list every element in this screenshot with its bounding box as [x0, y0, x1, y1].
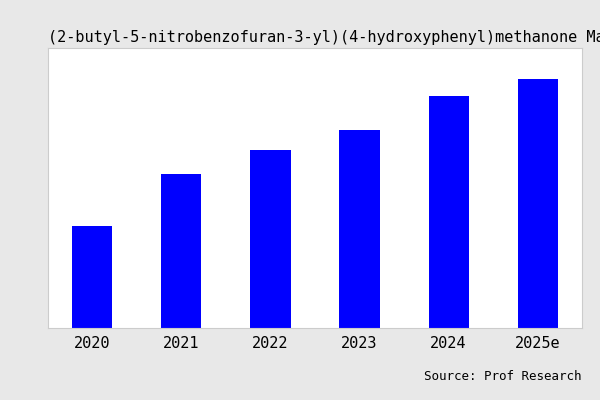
Bar	[161, 174, 202, 328]
Bar	[518, 79, 558, 328]
Bar	[340, 130, 380, 328]
Text: (2-butyl-5-nitrobenzofuran-3-yl)(4-hydroxyphenyl)methanone Market (Mi: (2-butyl-5-nitrobenzofuran-3-yl)(4-hydro…	[48, 30, 600, 46]
Text: Source: Prof Research: Source: Prof Research	[425, 370, 582, 383]
Bar	[72, 226, 112, 328]
Bar	[250, 150, 290, 328]
Bar	[428, 96, 469, 328]
